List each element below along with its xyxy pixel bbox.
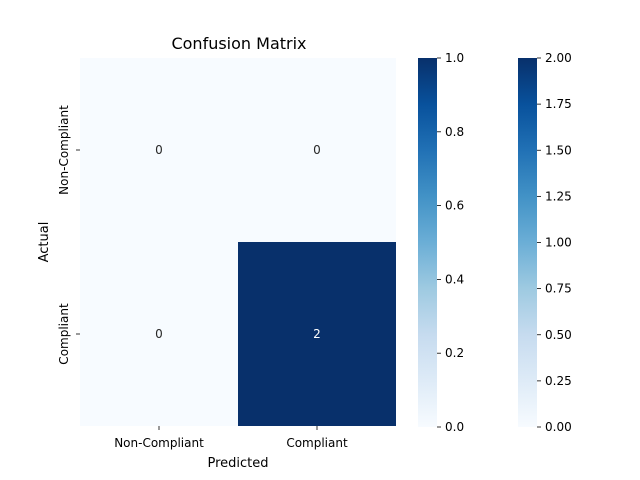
colorbar-tick-label: 0.00 (545, 420, 572, 434)
colorbar-tick-label: 1.75 (545, 97, 572, 111)
heatmap-cell (80, 242, 238, 426)
cell-value-label: 0 (155, 143, 163, 157)
heatmap-cell (80, 58, 238, 242)
colorbar-tick-label: 0.2 (445, 346, 464, 360)
colorbar (418, 58, 437, 427)
colorbar-tick-label: 1.00 (545, 236, 572, 250)
colorbar-tick-label: 0.8 (445, 125, 464, 139)
colorbar (518, 58, 537, 427)
colorbar-tick-label: 1.50 (545, 143, 572, 157)
colorbars: 0.0 0.2 0.4 0.6 0.8 1.0 0.00 0.25 0.50 0.75 1.00 1.… (418, 51, 572, 434)
colorbar-tick-label: 1.0 (445, 51, 464, 65)
x-tick-label: Non-Compliant (114, 436, 204, 450)
colorbar-tick-label: 0.25 (545, 374, 572, 388)
colorbar-tick-label: 1.25 (545, 189, 572, 203)
colorbar-tick-label: 0.50 (545, 328, 572, 342)
y-axis-label: Actual (37, 222, 52, 263)
chart-title: Confusion Matrix (171, 34, 306, 53)
colorbar-tick-label: 0.6 (445, 199, 464, 213)
y-tick-label: Compliant (57, 303, 71, 365)
colorbar-tick-label: 0.75 (545, 282, 572, 296)
colorbar-tick-label: 0.0 (445, 420, 464, 434)
heatmap-cell (238, 242, 396, 426)
cell-value-label: 0 (155, 327, 163, 341)
x-axis-label: Predicted (207, 456, 268, 471)
heatmap-cell (238, 58, 396, 242)
cell-value-label: 0 (313, 143, 321, 157)
heatmap-plot: 0 0 0 2 Non-Compliant Compliant Non-Compliant C… (57, 58, 396, 450)
x-tick-label: Compliant (286, 436, 348, 450)
colorbar-tick-label: 0.4 (445, 272, 464, 286)
cell-value-label: 2 (313, 327, 321, 341)
y-tick-label: Non-Compliant (57, 105, 71, 195)
colorbar-tick-label: 2.00 (545, 51, 572, 65)
